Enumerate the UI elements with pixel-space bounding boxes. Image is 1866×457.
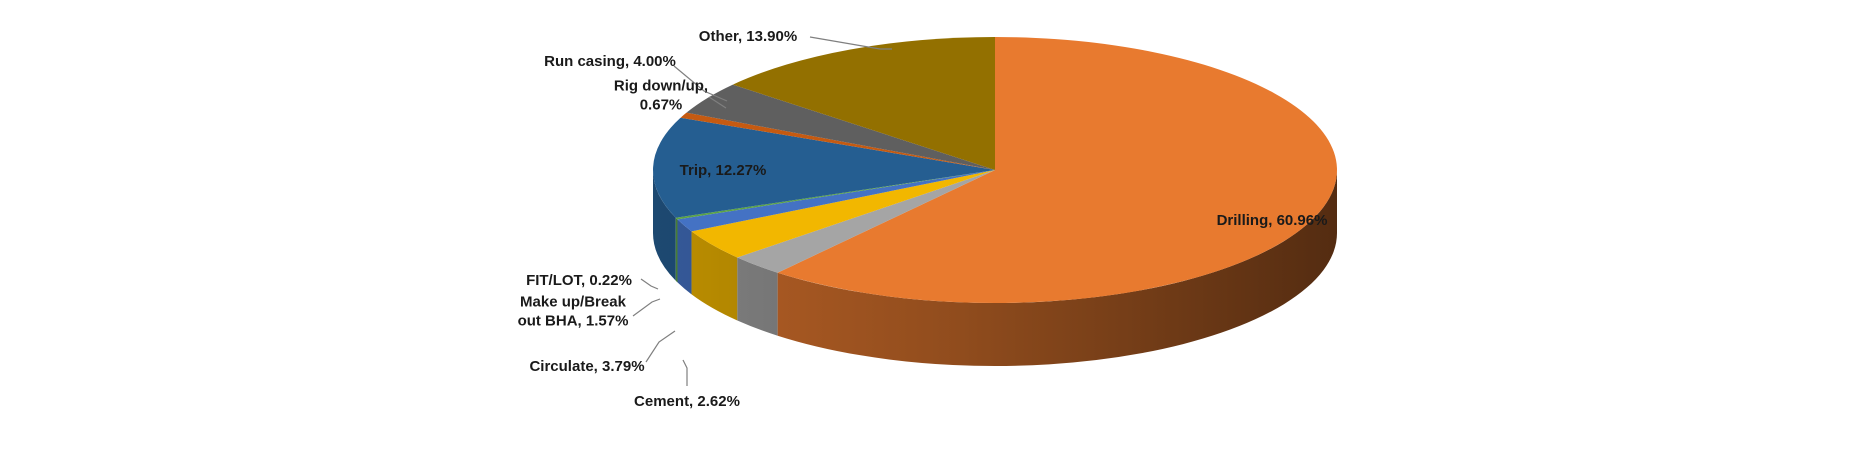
data-label-run-casing: Run casing, 4.00% [544, 53, 676, 70]
leader-run-casing [673, 65, 728, 102]
pie-slice-make-up-break-out-bha [677, 170, 995, 232]
pie-side-cement [737, 257, 778, 336]
pie-slice-cement [737, 170, 995, 273]
leader-circulate [645, 330, 676, 363]
pie-slice-run-casing [686, 84, 995, 170]
pie-slice-trip [653, 117, 995, 218]
pie-side-trip [653, 170, 676, 281]
leader-rig-down-up [708, 96, 727, 109]
pie-side-fit-lot [675, 217, 678, 283]
pie-slice-fit-lot [675, 170, 995, 220]
pie-slice-rig-down-up [680, 112, 995, 170]
pie-side-walls [653, 170, 1337, 367]
pie-slices [653, 37, 1337, 303]
data-label-rig-down-up-line-2: 0.67% [640, 96, 683, 113]
data-label-make-up-break-out-bha-line-2: out BHA, 1.57% [518, 312, 629, 329]
data-labels: Drilling, 60.96% Cement, 2.62% Circulate, … [518, 28, 1328, 410]
leader-cement [682, 359, 688, 386]
pie-slice-other [732, 37, 995, 170]
leader-fit-lot [640, 278, 659, 290]
data-label-drilling: Drilling, 60.96% [1217, 212, 1328, 229]
leader-other [809, 36, 892, 50]
data-label-rig-down-up-line-1: Rig down/up, [614, 77, 708, 94]
pie-side-make-up-break-out-bha [677, 219, 692, 295]
data-label-fit-lot: FIT/LOT, 0.22% [526, 272, 632, 289]
leader-lines [632, 36, 892, 386]
pie-slice-drilling [777, 37, 1337, 303]
data-label-make-up-break-out-bha-line-1: Make up/Break [520, 293, 627, 310]
data-label-circulate: Circulate, 3.79% [529, 358, 644, 375]
leader-make-up-break-out-bha [632, 298, 661, 317]
pie-side-circulate [691, 231, 738, 321]
pie-slice-circulate [691, 170, 995, 258]
data-label-cement: Cement, 2.62% [634, 393, 740, 410]
data-label-other: Other, 13.90% [699, 28, 797, 45]
data-label-trip: Trip, 12.27% [680, 162, 767, 179]
pie-side-drilling [777, 170, 1337, 367]
